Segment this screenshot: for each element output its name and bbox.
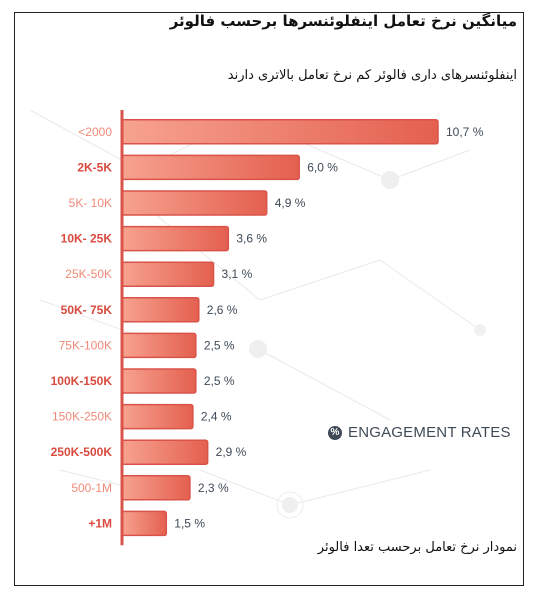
value-label-6: 2,5 % <box>204 338 235 352</box>
value-label-1: 6,0 % <box>307 160 338 174</box>
category-label-9: 250K-500K <box>51 445 113 459</box>
category-label-3: 10K- 25K <box>61 232 113 246</box>
bar-3 <box>121 225 230 252</box>
bar-1 <box>121 154 300 181</box>
value-label-4: 3,1 % <box>222 267 253 281</box>
brand-watermark: % ENGAGEMENT RATES <box>328 424 511 441</box>
value-label-5: 2,6 % <box>207 303 238 317</box>
bar-2 <box>121 190 268 216</box>
category-label-0: <2000 <box>78 125 112 139</box>
category-label-5: 50K- 75K <box>61 303 113 317</box>
chart-caption: نمودار نرخ تعامل برحسب تعدا فالوئر <box>317 540 517 555</box>
category-label-7: 100K-150K <box>51 374 113 388</box>
bar-0 <box>121 119 439 145</box>
value-label-8: 2,4 % <box>201 410 232 424</box>
bar-10 <box>121 475 191 501</box>
bar-9 <box>121 439 209 465</box>
bar-11 <box>121 510 168 537</box>
bar-8 <box>121 403 194 430</box>
category-label-1: 2K-5K <box>77 160 112 174</box>
value-label-9: 2,9 % <box>216 445 247 459</box>
chart-subtitle: اینفلوئنسرهای داری فالوئر کم نرخ تعامل ب… <box>227 68 517 83</box>
bars-group: <2000 10,7 % 2K-5K 6,0 % 5K- 10K 4,9 % 10K- 25… <box>51 119 484 537</box>
bar-6 <box>121 332 197 359</box>
category-label-6: 75K-100K <box>59 338 112 352</box>
value-label-2: 4,9 % <box>275 196 306 210</box>
chart-frame <box>14 12 524 586</box>
value-label-3: 3,6 % <box>236 232 267 246</box>
percent-circle-icon: % <box>328 425 342 440</box>
category-label-11: +1M <box>88 516 112 530</box>
bar-4 <box>121 261 215 287</box>
category-label-2: 5K- 10K <box>69 196 112 210</box>
value-label-7: 2,5 % <box>204 374 235 388</box>
bar-7 <box>121 368 197 394</box>
value-label-11: 1,5 % <box>174 516 205 530</box>
chart-title: میانگین نرخ تعامل اینفلوئنسرها برحسب فال… <box>169 12 517 30</box>
value-label-10: 2,3 % <box>198 481 229 495</box>
category-label-10: 500-1M <box>71 481 112 495</box>
category-label-8: 150K-250K <box>52 410 112 424</box>
category-label-4: 25K-50K <box>65 267 112 281</box>
brand-label: ENGAGEMENT RATES <box>348 424 511 441</box>
value-label-0: 10,7 % <box>446 125 484 139</box>
bar-5 <box>121 297 200 323</box>
